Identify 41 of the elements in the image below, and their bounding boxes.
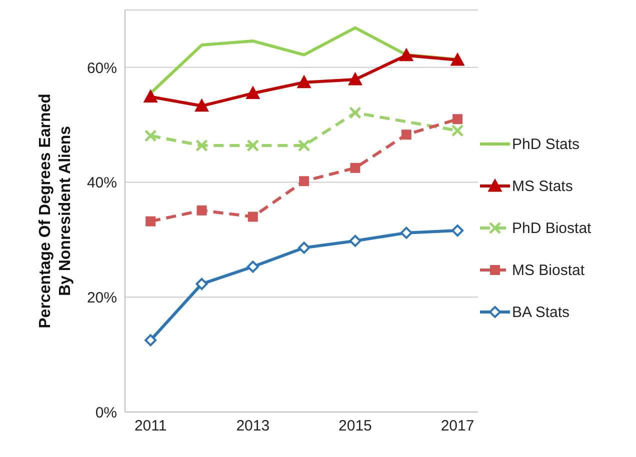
point	[246, 86, 260, 100]
point	[146, 216, 156, 226]
point	[144, 130, 157, 142]
point	[452, 224, 464, 237]
point	[400, 226, 412, 239]
x-tick-label: 2013	[236, 418, 270, 435]
x-tick-label: 2011	[134, 418, 167, 435]
point	[298, 242, 310, 254]
legend-label: PhD Biostat	[512, 220, 592, 236]
point	[350, 162, 360, 173]
point	[248, 212, 258, 222]
point	[246, 260, 259, 273]
y-axis-title: Percentage Of Degrees Earned By Nonresident Aliens	[37, 94, 74, 328]
point	[451, 124, 464, 137]
point	[299, 176, 310, 186]
y-tick-label: 40%	[86, 174, 117, 192]
y-tick-label: 20%	[86, 289, 117, 306]
y-tick-label: 0%	[95, 404, 117, 422]
legend-label: PhD Stats	[512, 136, 580, 152]
point	[297, 76, 311, 88]
x-tick-label: 2017	[440, 418, 474, 435]
point	[246, 139, 260, 152]
legend-label: MS Stats	[512, 178, 573, 194]
point	[144, 334, 157, 346]
point	[452, 114, 463, 124]
point	[196, 205, 207, 216]
point	[400, 48, 414, 62]
point	[401, 130, 412, 140]
point	[348, 72, 362, 86]
y-tick-label: 60%	[86, 60, 117, 77]
legend-label: MS Biostat	[512, 262, 585, 278]
point	[450, 53, 464, 66]
x-tick-label: 2015	[338, 418, 372, 435]
point	[196, 278, 208, 290]
point	[194, 99, 208, 112]
point	[349, 234, 362, 247]
point	[348, 106, 362, 120]
point	[195, 139, 208, 152]
legend-label: BA Stats	[512, 304, 570, 320]
point	[298, 139, 310, 152]
point	[144, 90, 158, 102]
